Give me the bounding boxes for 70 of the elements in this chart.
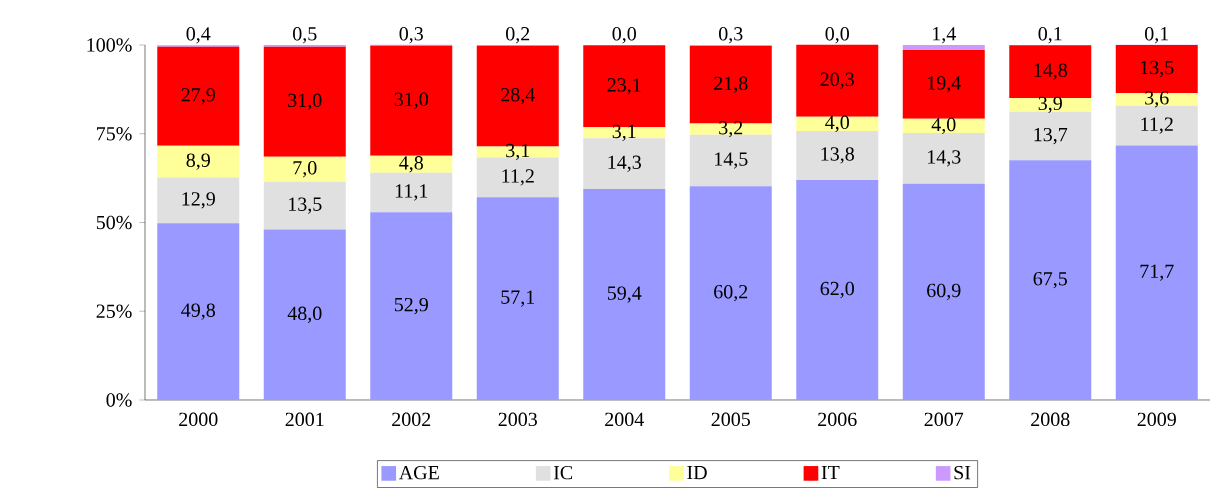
data-label: 0,2 [506, 27, 530, 44]
legend-label: IT [821, 466, 840, 480]
data-label: 0,3 [399, 27, 423, 44]
x-tick-label: 2006 [818, 412, 857, 427]
data-label: 13,8 [821, 147, 854, 164]
data-label: 48,0 [287, 306, 322, 323]
x-tick-label: 2003 [498, 412, 537, 427]
legend-label: AGE [398, 465, 439, 480]
data-label: 1,4 [933, 27, 956, 44]
legend-label: IC [553, 465, 573, 480]
data-label: 12,9 [182, 192, 215, 209]
x-tick-label: 2005 [711, 412, 750, 427]
data-label: 13,5 [289, 197, 322, 214]
data-label: 14,3 [608, 155, 641, 172]
data-label: 4,0 [931, 117, 956, 135]
x-tick-label: 2000 [179, 412, 218, 427]
data-label: 13,7 [1034, 127, 1068, 145]
data-label: 52,9 [394, 297, 428, 315]
data-label: 71,7 [1140, 264, 1174, 281]
data-label: 0,1 [1145, 27, 1169, 44]
data-label: 27,9 [181, 88, 215, 105]
data-label: 0,4 [186, 27, 211, 44]
data-label: 11,2 [1141, 117, 1173, 134]
data-label: 49,8 [181, 303, 216, 320]
x-tick-label: 2001 [285, 412, 324, 427]
data-label: 4,0 [825, 115, 849, 132]
data-label: 67,5 [1033, 272, 1067, 289]
y-tick-label: 50% [96, 215, 132, 230]
data-label: 3,1 [612, 124, 636, 142]
legend-label: ID [687, 466, 707, 480]
data-label: 60,2 [714, 284, 748, 302]
data-label: 4,8 [399, 156, 423, 173]
data-label: 11,1 [395, 184, 428, 201]
y-tick-label: 25% [96, 304, 132, 319]
y-tick-label: 0% [106, 393, 132, 407]
data-label: 62,0 [820, 281, 854, 299]
data-label: 0,0 [825, 27, 849, 44]
data-label: 31,0 [288, 93, 322, 110]
x-tick-label: 2004 [605, 412, 644, 427]
legend-label: SI [954, 465, 971, 480]
data-label: 19,4 [928, 76, 961, 93]
data-label: 0,3 [719, 27, 743, 44]
data-label: 11,2 [502, 169, 534, 186]
data-label: 8,9 [186, 153, 210, 170]
data-label: 59,4 [607, 286, 642, 303]
data-label: 14,5 [715, 152, 748, 169]
y-tick-label: 100% [87, 38, 132, 52]
data-label: 23,1 [607, 78, 641, 95]
data-label: 3,6 [1145, 91, 1169, 108]
data-label: 7,0 [293, 161, 317, 178]
x-tick-label: 2007 [924, 412, 964, 427]
data-label: 0,5 [293, 27, 317, 44]
x-tick-label: 2008 [1031, 412, 1070, 427]
data-label: 0,1 [1038, 27, 1062, 44]
data-label: 14,8 [1034, 63, 1067, 80]
data-label: 3,9 [1038, 96, 1062, 113]
x-tick-label: 2002 [392, 412, 431, 427]
data-label: 57,1 [501, 290, 535, 307]
data-label: 60,9 [927, 283, 961, 301]
x-tick-label: 2009 [1137, 412, 1176, 427]
data-label: 0,0 [612, 27, 636, 44]
data-label: 20,3 [820, 72, 854, 89]
data-label: 21,8 [714, 76, 748, 93]
data-label: 3,1 [506, 143, 530, 161]
data-label: 3,2 [719, 120, 743, 138]
data-label: 28,4 [501, 87, 535, 105]
data-label: 14,3 [928, 150, 961, 167]
data-label: 13,5 [1141, 60, 1174, 78]
data-label: 31,0 [394, 92, 428, 109]
y-tick-label: 75% [97, 126, 132, 141]
